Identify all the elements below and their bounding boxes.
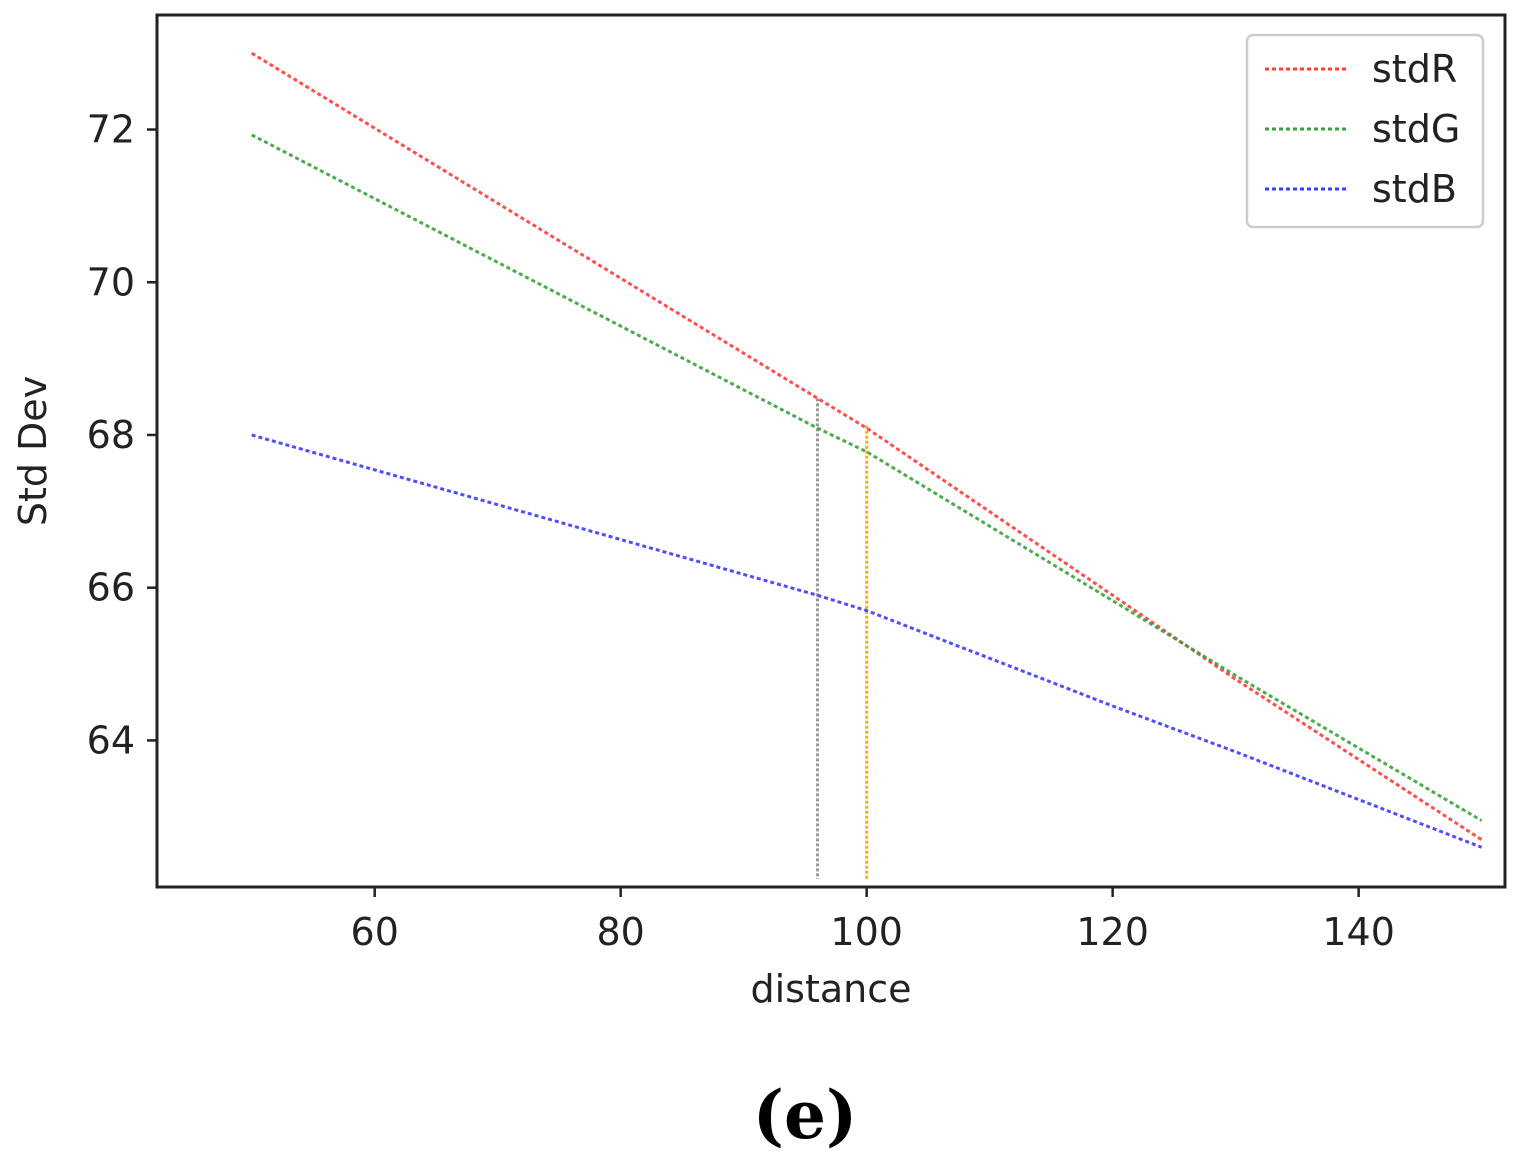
legend-box	[1245, 33, 1485, 229]
axes-frame	[155, 13, 1507, 889]
x-axis-ticks: 60 80 100 120 140	[351, 887, 1395, 954]
y-tick-label: 72	[87, 108, 135, 152]
y-tick-label: 66	[87, 566, 135, 610]
y-tick-label: 68	[87, 413, 135, 457]
x-tick-label: 100	[830, 910, 903, 954]
x-tick-label: 120	[1076, 910, 1149, 954]
x-tick-label: 60	[351, 910, 399, 954]
annotation-lines	[815, 398, 869, 879]
x-axis-label: distance	[750, 967, 911, 1011]
y-tick-label: 64	[87, 718, 135, 762]
x-tick-label: 140	[1322, 910, 1395, 954]
legend-label: stdG	[1372, 107, 1460, 151]
series-line-stdB	[251, 433, 1483, 849]
series-lines	[250, 51, 1483, 849]
series-line-stdG	[251, 133, 1483, 822]
legend: stdR stdG stdB	[1245, 33, 1485, 229]
legend-label: stdB	[1372, 167, 1457, 211]
panel-label: (e)	[753, 1076, 857, 1154]
legend-label: stdR	[1372, 47, 1457, 91]
y-axis-ticks: 64 66 68 70 72	[87, 108, 157, 762]
y-axis-label: Std Dev	[11, 376, 55, 526]
y-tick-label: 70	[87, 260, 135, 304]
x-tick-label: 80	[597, 910, 645, 954]
series-line-stdR	[250, 51, 1483, 841]
